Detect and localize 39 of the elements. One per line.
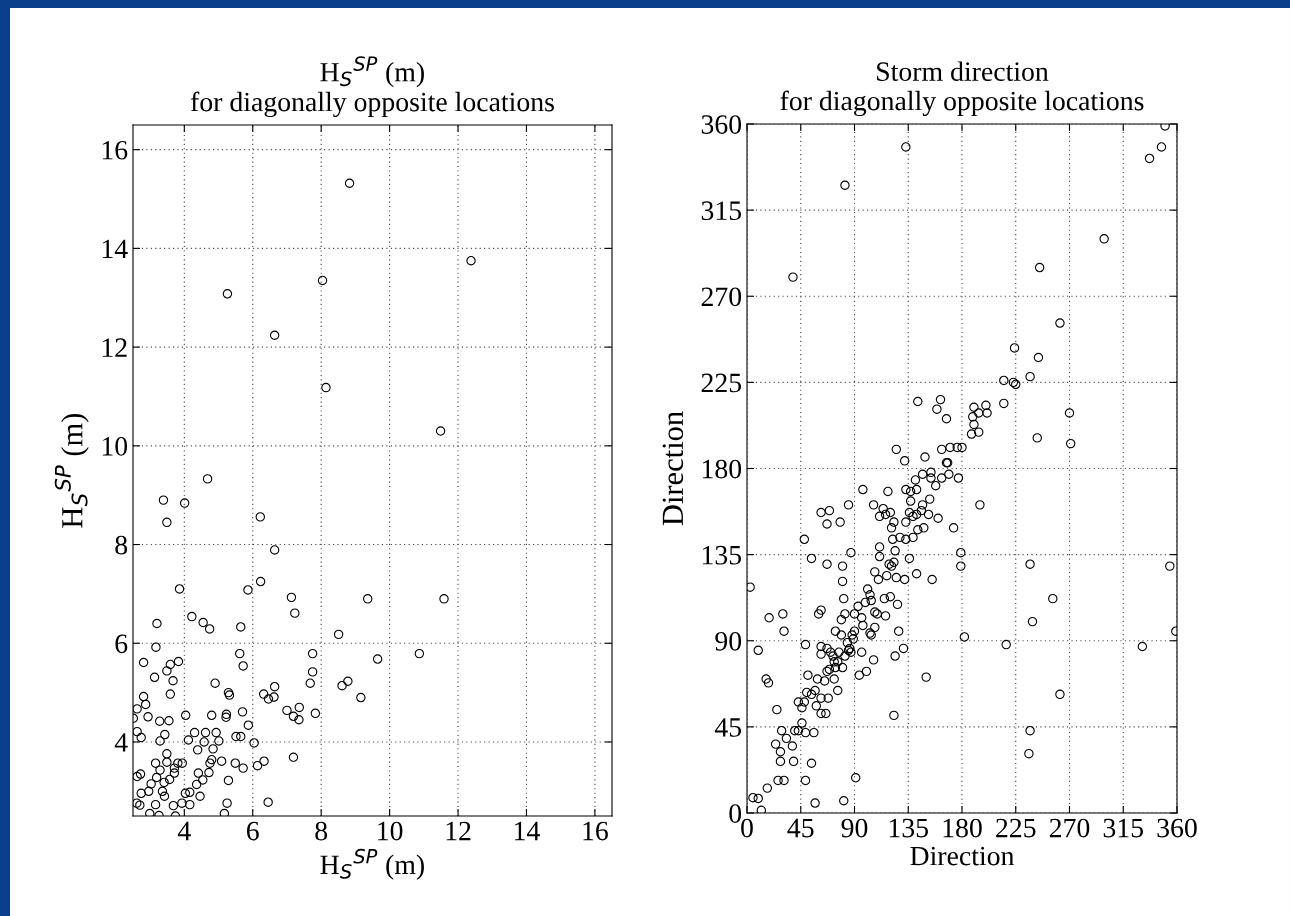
y-tick-label: 4 — [114, 733, 128, 752]
x-tick-label: 14 — [515, 821, 540, 841]
y-tick-label: 135 — [702, 545, 742, 565]
y-tick-label: 8 — [115, 535, 128, 555]
x-tick-label: 90 — [841, 818, 868, 838]
x-tick-label: 180 — [943, 818, 982, 838]
chart-subtitle: for diagonally opposite locations — [780, 90, 1144, 117]
x-tick-label: 135 — [889, 818, 928, 838]
chart-title: Storm direction — [877, 61, 1049, 81]
y-tick-label: 14 — [102, 239, 128, 259]
y-tick-label: 180 — [702, 459, 742, 479]
x-axis-title: H$_{S}$$^{SP}$ (m) — [320, 848, 424, 880]
x-tick-label: 45 — [787, 818, 814, 838]
x-tick-label: 8 — [315, 821, 328, 841]
x-axis-title: Direction — [910, 846, 1015, 866]
y-tick-label: 360 — [701, 115, 742, 134]
y-tick-label: 90 — [715, 631, 742, 651]
y-tick-label: 225 — [701, 373, 742, 393]
x-tick-label: 16 — [583, 821, 608, 841]
y-tick-label: 315 — [701, 201, 742, 221]
y-tick-label: 12 — [102, 338, 127, 357]
y-tick-label: 6 — [115, 634, 128, 654]
y-tick-label: 270 — [701, 287, 742, 307]
y-tick-label: 0 — [729, 804, 742, 823]
x-tick-label: 12 — [446, 821, 471, 841]
x-tick-label: 10 — [378, 821, 403, 841]
chart-title: H$_{S}$$^{SP}$ (m) — [320, 56, 424, 88]
x-tick-label: 270 — [1049, 818, 1090, 838]
chart-subtitle: for diagonally opposite locations — [190, 91, 554, 118]
x-tick-label: 315 — [1103, 818, 1143, 838]
x-tick-label: 4 — [177, 821, 191, 841]
x-tick-label: 225 — [996, 818, 1036, 838]
y-tick-label: 45 — [714, 718, 742, 737]
y-tick-label: 10 — [102, 436, 128, 456]
y-axis-title: H$_{S}$$^{SP}$ (m) — [54, 413, 89, 528]
x-tick-label: 6 — [247, 821, 259, 841]
x-tick-label: 360 — [1157, 818, 1197, 838]
y-tick-label: 16 — [102, 140, 128, 160]
y-axis-title: Direction — [662, 411, 684, 526]
